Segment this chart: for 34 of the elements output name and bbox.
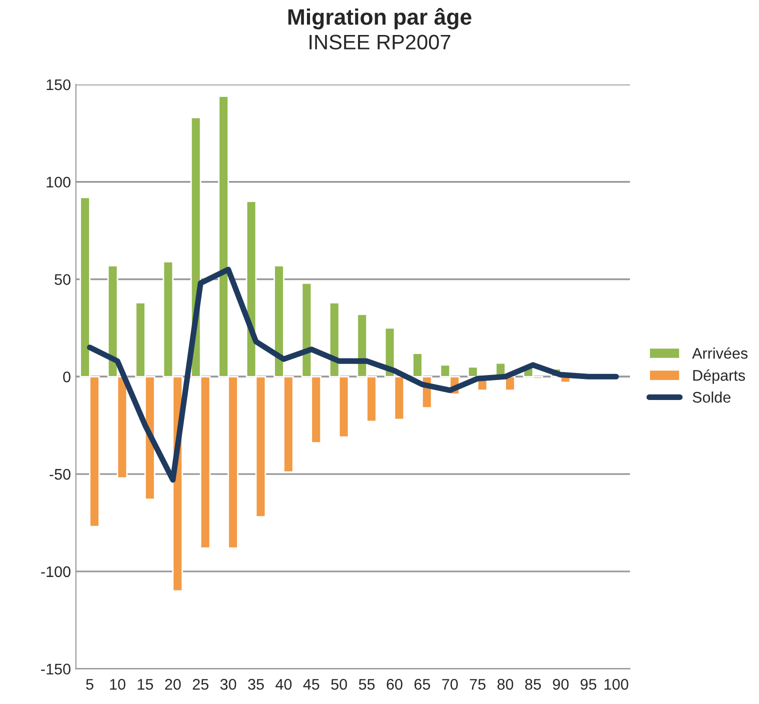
chart-title: Migration par âge [288, 8, 472, 30]
y-tick-label: 100 [46, 176, 70, 188]
x-tick-label: 85 [525, 678, 541, 690]
x-tick-label: 95 [580, 678, 596, 690]
x-tick-label: 10 [110, 678, 126, 690]
x-tick-label: 5 [86, 679, 94, 690]
x-tick-label: 35 [248, 678, 264, 690]
x-tick-label: 80 [497, 678, 514, 690]
legend-label: Départs [693, 369, 745, 384]
y-tick-label: -50 [50, 468, 70, 480]
chart-subtitle: INSEE RP2007 [310, 34, 450, 50]
x-tick-label: 65 [414, 678, 430, 690]
y-tick-label: 0 [63, 372, 70, 382]
x-tick-label: 90 [552, 678, 569, 690]
x-tick-label: 55 [358, 679, 375, 690]
y-tick-label: 150 [46, 79, 70, 90]
x-tick-label: 40 [276, 678, 292, 690]
bar [504, 376, 516, 391]
legend-label: Solde [692, 391, 730, 403]
x-tick-label: 100 [604, 678, 628, 690]
x-tick-label: 60 [386, 678, 402, 690]
y-tick-label: -100 [41, 566, 70, 578]
y-tick-label: -150 [41, 664, 70, 674]
x-tick-label: 70 [442, 678, 458, 690]
y-tick-label: 50 [54, 274, 70, 285]
x-tick-label: 30 [220, 678, 236, 690]
x-tick-label: 25 [192, 678, 208, 690]
x-tick-label: 45 [303, 679, 320, 690]
x-tick-label: 20 [165, 678, 181, 690]
x-tick-label: 15 [138, 679, 154, 690]
x-tick-label: 50 [331, 678, 347, 690]
legend-label: Arrivées [692, 347, 748, 359]
x-tick-label: 75 [470, 679, 486, 690]
bar [467, 366, 478, 378]
